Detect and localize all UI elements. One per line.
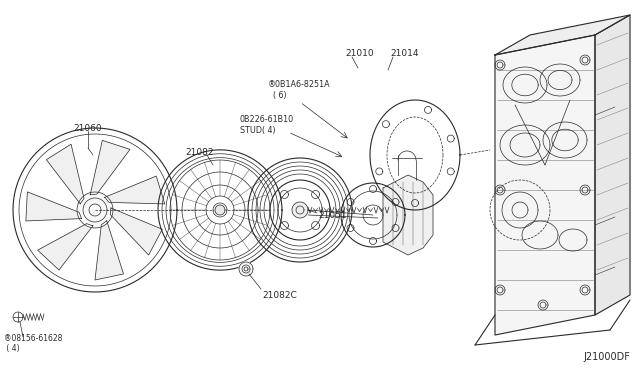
Text: ®0B1A6-8251A
  ( 6): ®0B1A6-8251A ( 6) xyxy=(268,80,331,100)
Polygon shape xyxy=(105,176,164,204)
Polygon shape xyxy=(110,208,163,255)
Polygon shape xyxy=(495,15,630,55)
Polygon shape xyxy=(95,221,124,280)
Text: 21051: 21051 xyxy=(318,211,347,219)
Polygon shape xyxy=(595,15,630,315)
Polygon shape xyxy=(239,262,253,276)
Polygon shape xyxy=(26,192,81,221)
Text: 0B226-61B10
STUD( 4): 0B226-61B10 STUD( 4) xyxy=(240,115,294,135)
Polygon shape xyxy=(77,192,113,228)
Polygon shape xyxy=(383,175,433,255)
Polygon shape xyxy=(46,144,84,204)
Text: 21082C: 21082C xyxy=(262,291,297,300)
Polygon shape xyxy=(90,140,130,195)
Polygon shape xyxy=(38,224,93,270)
Text: 21060: 21060 xyxy=(74,124,102,132)
Text: 21014: 21014 xyxy=(390,48,419,58)
Text: ®08156-61628
 ( 4): ®08156-61628 ( 4) xyxy=(4,334,62,353)
Polygon shape xyxy=(215,205,225,215)
Polygon shape xyxy=(292,202,308,218)
Text: 21010: 21010 xyxy=(345,48,374,58)
Text: 21082: 21082 xyxy=(186,148,214,157)
Polygon shape xyxy=(495,35,595,335)
Text: J21000DF: J21000DF xyxy=(583,352,630,362)
